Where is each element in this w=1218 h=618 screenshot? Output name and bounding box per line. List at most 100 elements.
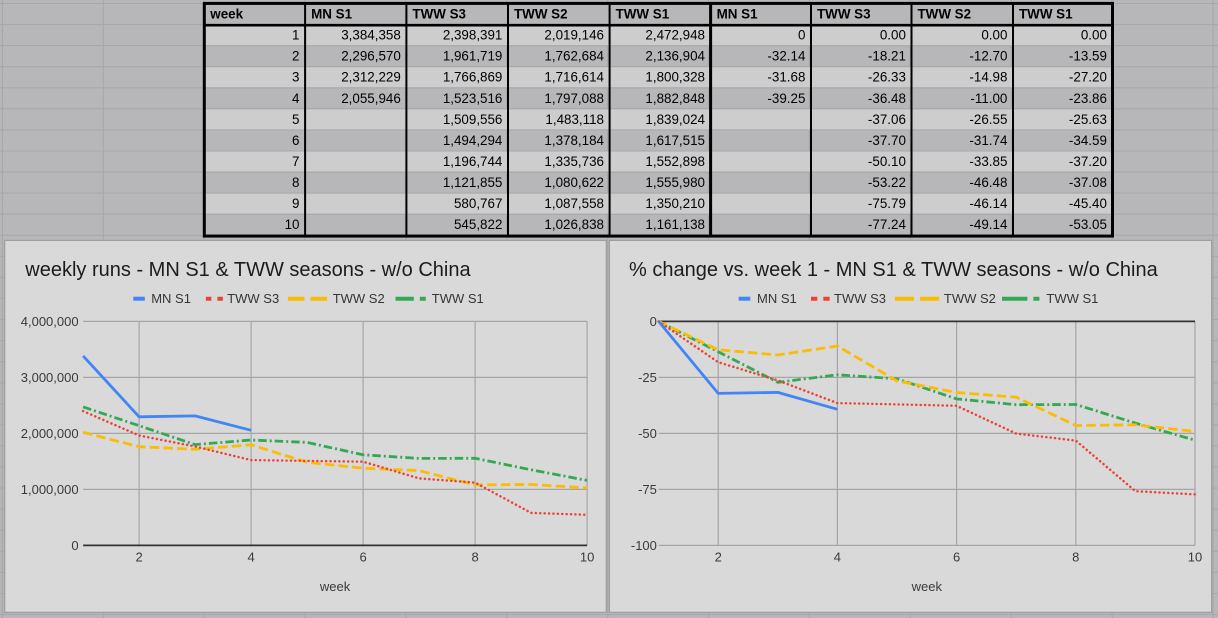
svg-text:-26.55: -26.55 bbox=[969, 112, 1007, 127]
svg-text:2,000,000: 2,000,000 bbox=[21, 426, 79, 441]
svg-text:-31.74: -31.74 bbox=[969, 133, 1008, 148]
svg-text:TWW S2: TWW S2 bbox=[944, 291, 996, 306]
svg-text:2,296,570: 2,296,570 bbox=[341, 49, 401, 64]
svg-text:2: 2 bbox=[292, 49, 299, 64]
svg-text:4: 4 bbox=[292, 91, 300, 106]
svg-text:2,312,229: 2,312,229 bbox=[341, 70, 401, 85]
svg-text:1,716,614: 1,716,614 bbox=[544, 70, 604, 85]
svg-text:-23.86: -23.86 bbox=[1069, 91, 1107, 106]
svg-text:-25: -25 bbox=[638, 370, 657, 385]
svg-text:1,335,736: 1,335,736 bbox=[544, 154, 604, 169]
svg-text:0.00: 0.00 bbox=[1081, 28, 1107, 43]
svg-text:TWW S1: TWW S1 bbox=[432, 291, 484, 306]
svg-text:10: 10 bbox=[580, 549, 594, 564]
svg-text:MN S1: MN S1 bbox=[757, 291, 797, 306]
svg-text:0: 0 bbox=[650, 314, 657, 329]
svg-text:2,019,146: 2,019,146 bbox=[544, 28, 604, 43]
svg-text:TWW S2: TWW S2 bbox=[333, 291, 385, 306]
svg-text:-37.08: -37.08 bbox=[1069, 175, 1107, 190]
svg-text:1,494,294: 1,494,294 bbox=[443, 133, 503, 148]
svg-text:-46.14: -46.14 bbox=[969, 196, 1008, 211]
svg-text:-53.05: -53.05 bbox=[1069, 217, 1107, 232]
svg-text:-37.06: -37.06 bbox=[868, 112, 906, 127]
svg-text:-34.59: -34.59 bbox=[1069, 133, 1107, 148]
svg-text:4,000,000: 4,000,000 bbox=[21, 314, 79, 329]
svg-text:-14.98: -14.98 bbox=[969, 70, 1007, 85]
svg-text:TWW S1: TWW S1 bbox=[1046, 291, 1098, 306]
svg-text:-37.20: -37.20 bbox=[1069, 154, 1107, 169]
svg-text:2,136,904: 2,136,904 bbox=[645, 49, 705, 64]
svg-text:-39.25: -39.25 bbox=[767, 91, 805, 106]
svg-text:2: 2 bbox=[715, 549, 722, 564]
svg-text:-100: -100 bbox=[631, 538, 657, 553]
svg-text:1,762,684: 1,762,684 bbox=[544, 49, 604, 64]
svg-text:0: 0 bbox=[71, 538, 78, 553]
svg-text:1,161,138: 1,161,138 bbox=[645, 217, 705, 232]
svg-text:-12.70: -12.70 bbox=[969, 49, 1007, 64]
svg-text:1,555,980: 1,555,980 bbox=[645, 175, 705, 190]
svg-text:-50.10: -50.10 bbox=[868, 154, 906, 169]
svg-text:-11.00: -11.00 bbox=[970, 91, 1007, 106]
svg-text:-77.24: -77.24 bbox=[868, 217, 907, 232]
svg-text:545,822: 545,822 bbox=[454, 217, 502, 232]
svg-text:TWW S3: TWW S3 bbox=[834, 291, 886, 306]
svg-text:TWW S1: TWW S1 bbox=[616, 6, 670, 21]
svg-text:9: 9 bbox=[292, 196, 299, 211]
svg-text:TWW S3: TWW S3 bbox=[227, 291, 279, 306]
svg-text:1: 1 bbox=[292, 28, 299, 43]
svg-text:3: 3 bbox=[292, 70, 299, 85]
svg-text:1,087,558: 1,087,558 bbox=[544, 196, 604, 211]
svg-text:-25.63: -25.63 bbox=[1069, 112, 1107, 127]
svg-text:-75: -75 bbox=[638, 482, 657, 497]
svg-text:TWW S3: TWW S3 bbox=[412, 6, 466, 21]
svg-text:2,055,946: 2,055,946 bbox=[341, 91, 401, 106]
svg-text:2,398,391: 2,398,391 bbox=[443, 28, 503, 43]
svg-text:-33.85: -33.85 bbox=[969, 154, 1007, 169]
svg-text:10: 10 bbox=[1188, 549, 1202, 564]
svg-text:weekly runs - MN S1 & TWW seas: weekly runs - MN S1 & TWW seasons - w/o … bbox=[24, 259, 471, 281]
svg-text:1,552,898: 1,552,898 bbox=[645, 154, 705, 169]
svg-text:1,196,744: 1,196,744 bbox=[443, 154, 503, 169]
svg-text:3,000,000: 3,000,000 bbox=[21, 370, 79, 385]
svg-text:TWW S3: TWW S3 bbox=[817, 6, 871, 21]
svg-text:-13.59: -13.59 bbox=[1069, 49, 1107, 64]
svg-text:-31.68: -31.68 bbox=[767, 70, 805, 85]
svg-text:6: 6 bbox=[359, 549, 366, 564]
svg-text:2: 2 bbox=[135, 549, 142, 564]
svg-text:580,767: 580,767 bbox=[454, 196, 502, 211]
svg-text:8: 8 bbox=[292, 175, 299, 190]
svg-text:TWW S1: TWW S1 bbox=[1019, 6, 1073, 21]
svg-text:2,472,948: 2,472,948 bbox=[645, 28, 705, 43]
svg-text:-45.40: -45.40 bbox=[1069, 196, 1107, 211]
svg-text:-75.79: -75.79 bbox=[868, 196, 906, 211]
svg-text:1,800,328: 1,800,328 bbox=[645, 70, 705, 85]
svg-text:-32.14: -32.14 bbox=[767, 49, 806, 64]
svg-text:MN S1: MN S1 bbox=[311, 6, 352, 21]
svg-text:0.00: 0.00 bbox=[880, 28, 906, 43]
svg-text:-36.48: -36.48 bbox=[868, 91, 906, 106]
svg-text:1,882,848: 1,882,848 bbox=[645, 91, 705, 106]
svg-text:-49.14: -49.14 bbox=[969, 217, 1008, 232]
svg-text:1,523,516: 1,523,516 bbox=[443, 91, 503, 106]
svg-text:-26.33: -26.33 bbox=[868, 70, 906, 85]
svg-text:0: 0 bbox=[798, 28, 805, 43]
svg-text:TWW S2: TWW S2 bbox=[918, 6, 972, 21]
svg-text:-53.22: -53.22 bbox=[868, 175, 906, 190]
svg-text:TWW S2: TWW S2 bbox=[514, 6, 568, 21]
svg-text:1,961,719: 1,961,719 bbox=[443, 49, 503, 64]
svg-text:1,617,515: 1,617,515 bbox=[645, 133, 705, 148]
svg-text:4: 4 bbox=[247, 549, 254, 564]
svg-text:1,766,869: 1,766,869 bbox=[443, 70, 503, 85]
svg-text:4: 4 bbox=[834, 549, 841, 564]
svg-text:week: week bbox=[319, 579, 351, 594]
svg-text:1,026,838: 1,026,838 bbox=[544, 217, 604, 232]
svg-text:1,483,118: 1,483,118 bbox=[545, 112, 604, 127]
svg-text:week: week bbox=[911, 579, 943, 594]
svg-text:-18.21: -18.21 bbox=[868, 49, 906, 64]
svg-text:-46.48: -46.48 bbox=[969, 175, 1007, 190]
svg-text:MN S1: MN S1 bbox=[151, 291, 191, 306]
svg-text:6: 6 bbox=[292, 133, 299, 148]
svg-text:MN S1: MN S1 bbox=[717, 6, 758, 21]
svg-text:1,000,000: 1,000,000 bbox=[21, 482, 79, 497]
svg-text:1,509,556: 1,509,556 bbox=[443, 112, 503, 127]
